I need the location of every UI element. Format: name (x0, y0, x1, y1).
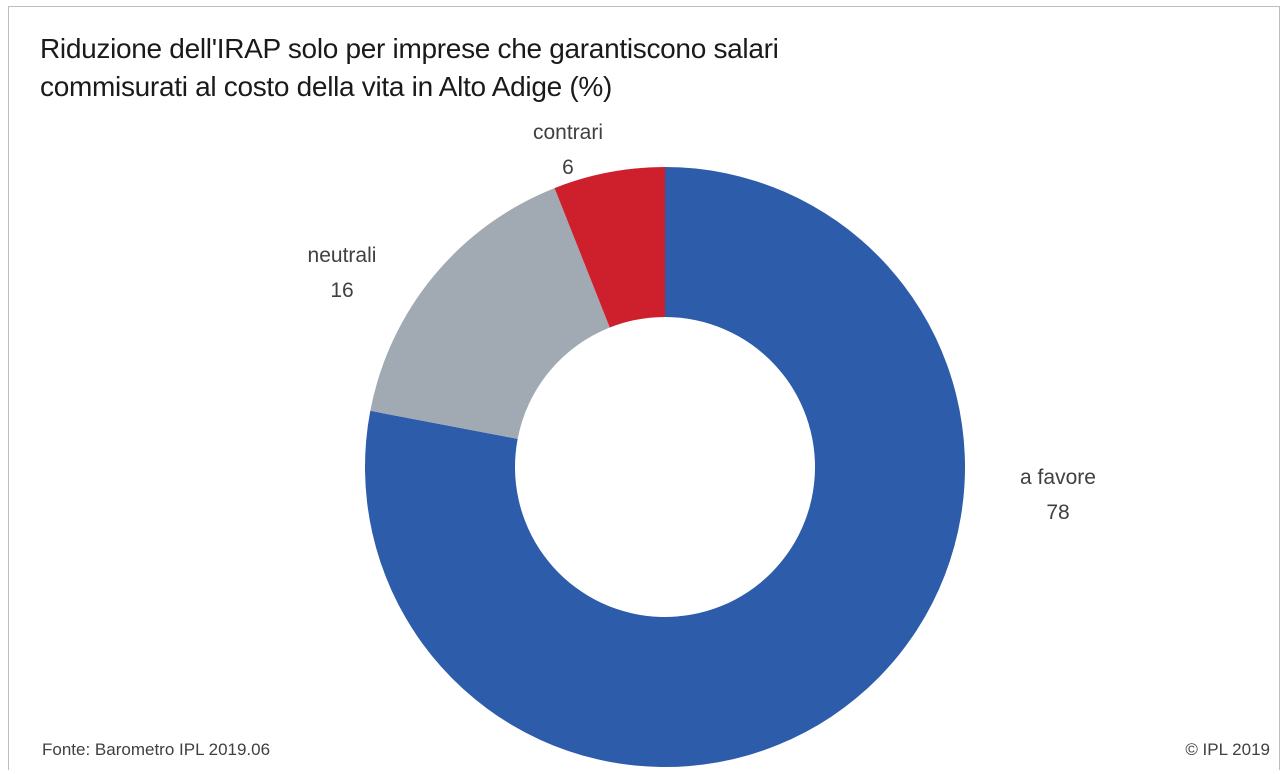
chart-title-line-2: commisurati al costo della vita in Alto … (40, 71, 613, 102)
chart-title: Riduzione dell'IRAP solo per imprese che… (40, 30, 940, 106)
slice-a-favore (364, 167, 966, 767)
source-note: Fonte: Barometro IPL 2019.06 (42, 740, 271, 759)
slice-value-a-favore: 78 (1046, 501, 1069, 524)
donut-slices (364, 167, 966, 767)
slice-label-a-favore: a favore (1020, 466, 1096, 489)
donut-labels: a favore 78 neutrali 16 contrari 6 (308, 121, 1096, 524)
slice-value-contrari: 6 (562, 156, 574, 179)
slice-neutrali (370, 188, 610, 439)
slice-label-neutrali: neutrali (308, 244, 377, 267)
chart-title-line-1: Riduzione dell'IRAP solo per imprese che… (40, 33, 779, 64)
slice-value-neutrali: 16 (330, 279, 353, 302)
chart-frame (8, 6, 1280, 770)
slice-label-contrari: contrari (533, 121, 603, 144)
slice-contrari (554, 167, 665, 328)
copyright-note: © IPL 2019 (1185, 740, 1270, 759)
